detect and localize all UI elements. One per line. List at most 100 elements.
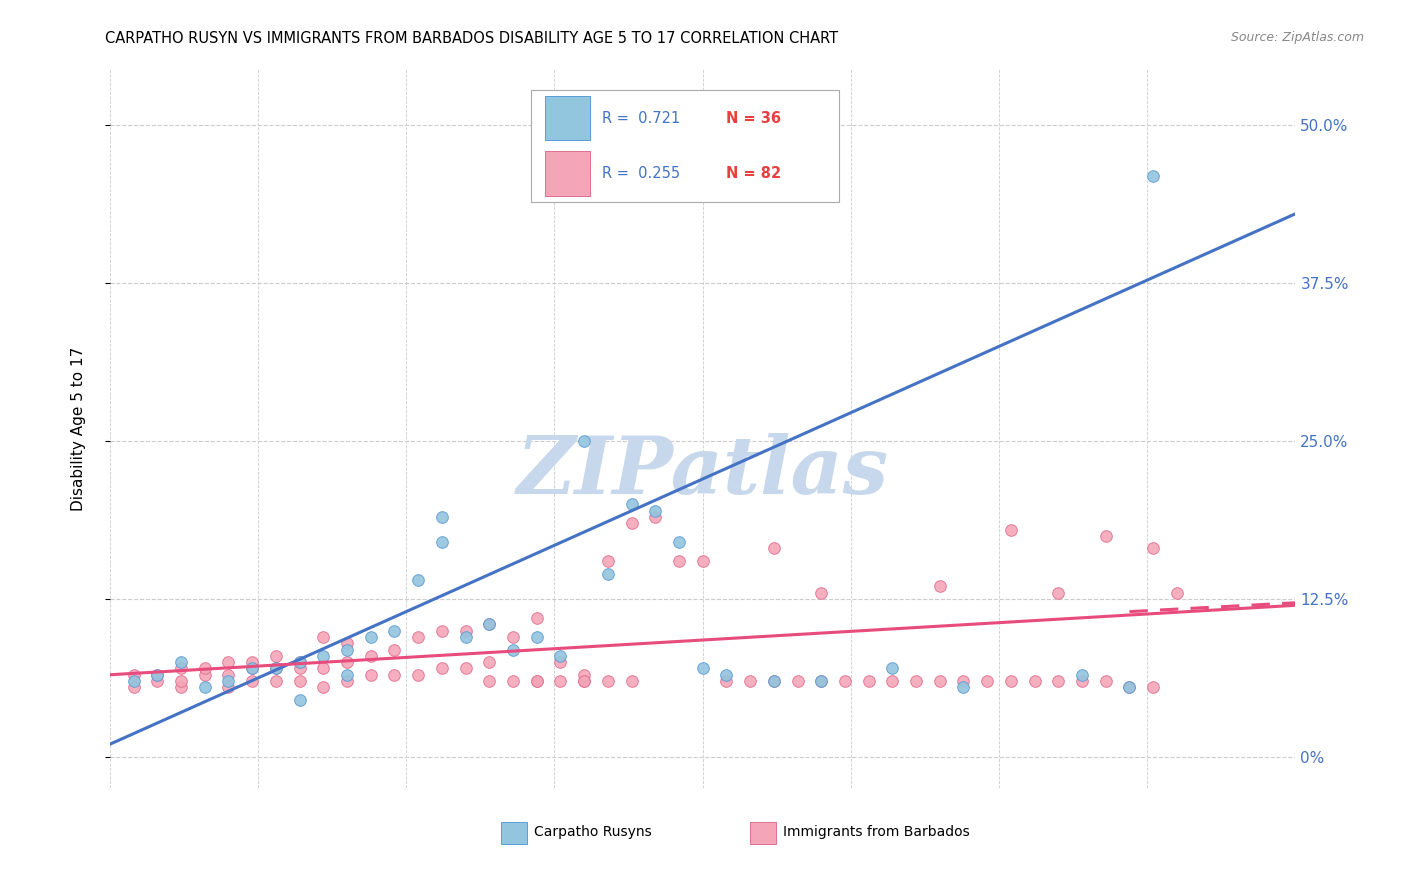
Point bbox=[1071, 667, 1094, 681]
Point bbox=[596, 554, 619, 568]
Point bbox=[596, 566, 619, 581]
FancyBboxPatch shape bbox=[530, 90, 839, 202]
Point bbox=[502, 642, 524, 657]
Point bbox=[170, 655, 193, 669]
Point bbox=[478, 674, 501, 689]
Bar bbox=[501, 822, 527, 844]
Point bbox=[240, 655, 263, 669]
Point bbox=[478, 617, 501, 632]
Point bbox=[572, 667, 595, 681]
Point bbox=[384, 642, 406, 657]
Point bbox=[502, 674, 524, 689]
Point bbox=[454, 624, 477, 638]
Point bbox=[406, 630, 429, 644]
Point bbox=[170, 674, 193, 689]
Text: Source: ZipAtlas.com: Source: ZipAtlas.com bbox=[1230, 31, 1364, 45]
Bar bbox=[546, 95, 591, 140]
Point bbox=[360, 667, 382, 681]
Text: ZIPatlas: ZIPatlas bbox=[516, 433, 889, 510]
Point bbox=[194, 681, 217, 695]
Point bbox=[122, 667, 145, 681]
Point bbox=[882, 661, 904, 675]
Point bbox=[430, 661, 453, 675]
Text: R =  0.721: R = 0.721 bbox=[602, 111, 681, 126]
Point bbox=[502, 630, 524, 644]
Point bbox=[1000, 523, 1022, 537]
Point bbox=[905, 674, 928, 689]
Point bbox=[1142, 169, 1164, 183]
Point bbox=[312, 630, 335, 644]
Point bbox=[122, 674, 145, 689]
Point bbox=[810, 674, 832, 689]
Point bbox=[454, 630, 477, 644]
Text: R =  0.255: R = 0.255 bbox=[602, 166, 681, 181]
Point bbox=[430, 535, 453, 549]
Point bbox=[882, 674, 904, 689]
Point bbox=[550, 655, 572, 669]
Point bbox=[430, 624, 453, 638]
Point bbox=[454, 661, 477, 675]
Point bbox=[406, 573, 429, 587]
Point bbox=[217, 681, 239, 695]
Point bbox=[264, 661, 287, 675]
Text: N = 36: N = 36 bbox=[727, 111, 782, 126]
Point bbox=[620, 497, 643, 511]
Text: Immigrants from Barbados: Immigrants from Barbados bbox=[783, 825, 970, 839]
Point bbox=[550, 674, 572, 689]
Point bbox=[360, 648, 382, 663]
Point bbox=[762, 674, 785, 689]
Point bbox=[170, 661, 193, 675]
Point bbox=[336, 642, 359, 657]
Point bbox=[288, 674, 311, 689]
Point bbox=[312, 648, 335, 663]
Point bbox=[478, 655, 501, 669]
Point bbox=[668, 535, 690, 549]
Point bbox=[384, 624, 406, 638]
Point bbox=[858, 674, 880, 689]
Point bbox=[572, 434, 595, 449]
Text: Carpatho Rusyns: Carpatho Rusyns bbox=[534, 825, 652, 839]
Point bbox=[692, 661, 714, 675]
Point bbox=[146, 674, 169, 689]
Point bbox=[240, 674, 263, 689]
Point bbox=[217, 667, 239, 681]
Text: CARPATHO RUSYN VS IMMIGRANTS FROM BARBADOS DISABILITY AGE 5 TO 17 CORRELATION CH: CARPATHO RUSYN VS IMMIGRANTS FROM BARBAD… bbox=[105, 31, 838, 46]
Point bbox=[572, 674, 595, 689]
Point bbox=[336, 667, 359, 681]
Point bbox=[336, 655, 359, 669]
Point bbox=[430, 509, 453, 524]
Point bbox=[336, 636, 359, 650]
Point bbox=[1000, 674, 1022, 689]
Point bbox=[288, 655, 311, 669]
Point bbox=[194, 667, 217, 681]
Point bbox=[668, 554, 690, 568]
Point bbox=[1094, 529, 1116, 543]
Point bbox=[928, 674, 950, 689]
Point bbox=[1047, 585, 1070, 599]
Point bbox=[716, 674, 738, 689]
Point bbox=[550, 648, 572, 663]
Point bbox=[644, 509, 666, 524]
Point bbox=[596, 674, 619, 689]
Point bbox=[716, 667, 738, 681]
Point bbox=[312, 681, 335, 695]
Text: N = 82: N = 82 bbox=[727, 166, 782, 181]
Point bbox=[264, 674, 287, 689]
Point bbox=[1118, 681, 1140, 695]
Point bbox=[288, 661, 311, 675]
Point bbox=[1142, 541, 1164, 556]
Point bbox=[762, 674, 785, 689]
Point bbox=[288, 655, 311, 669]
Point bbox=[264, 661, 287, 675]
Point bbox=[620, 674, 643, 689]
Point bbox=[526, 611, 548, 625]
Point bbox=[928, 579, 950, 593]
Point bbox=[786, 674, 808, 689]
Point bbox=[572, 674, 595, 689]
Point bbox=[122, 681, 145, 695]
Point bbox=[1118, 681, 1140, 695]
Point bbox=[952, 674, 974, 689]
Point bbox=[312, 661, 335, 675]
Y-axis label: Disability Age 5 to 17: Disability Age 5 to 17 bbox=[72, 346, 86, 510]
Point bbox=[264, 648, 287, 663]
